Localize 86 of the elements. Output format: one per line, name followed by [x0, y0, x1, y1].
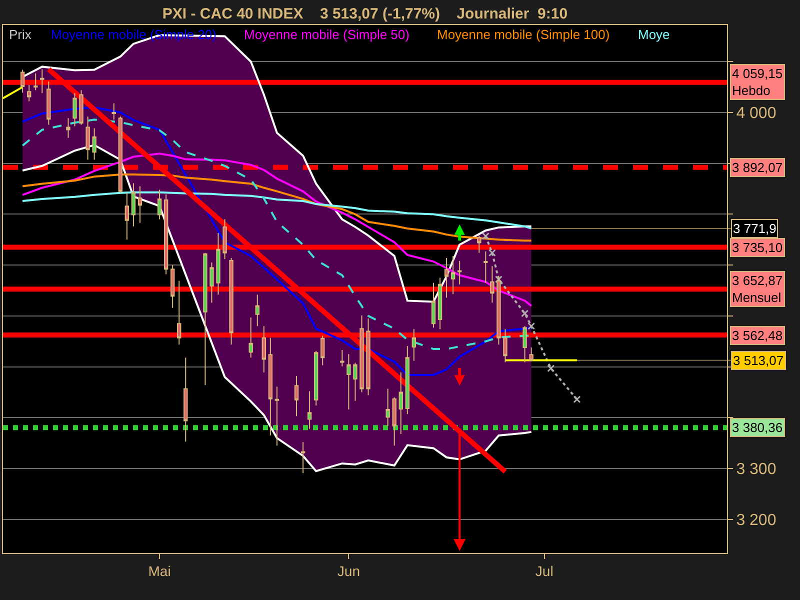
point [573, 396, 581, 404]
candlestick [26, 84, 32, 102]
candlestick [216, 232, 220, 296]
line-series [22, 191, 532, 230]
candlestick [177, 280, 182, 345]
y-tick-label: 4 000 [736, 105, 776, 122]
candlestick [79, 90, 84, 126]
candlestick [86, 116, 90, 160]
candlestick [274, 386, 280, 446]
candlestick [360, 314, 364, 393]
candlestick [294, 375, 299, 417]
candlestick [522, 326, 527, 363]
ref-line-label: 3 562,48 [732, 328, 783, 343]
candlestick [398, 372, 403, 434]
ref-line-label: 3 380,36 [732, 420, 783, 435]
candlestick [34, 72, 38, 91]
candlestick [412, 328, 416, 362]
candlestick [477, 235, 482, 254]
candlestick [405, 345, 410, 415]
candlestick [248, 316, 253, 358]
candlestick [138, 186, 142, 224]
text: Moye [638, 27, 670, 42]
candlestick [450, 255, 456, 295]
candlestick [314, 350, 318, 406]
chart-title: PXI - CAC 40 INDEX 3 513,07 (-1,77%) Journalier 9:10 [162, 5, 568, 22]
candlestick [203, 252, 208, 386]
text: Moyenne mobile (Simple 50) [244, 27, 410, 42]
candlestick [457, 260, 462, 285]
candlestick [262, 326, 266, 373]
ref-line-label: 3 652,87 Mensuel [732, 273, 783, 305]
line-series [22, 144, 532, 472]
candlestick [346, 354, 351, 410]
candlestick [307, 390, 312, 430]
candlestick [164, 194, 168, 275]
line-series [22, 174, 532, 242]
annotation: 3 771,9 [733, 221, 776, 236]
candlestick [72, 92, 77, 127]
candlestick [529, 347, 534, 362]
candlestick [366, 318, 370, 396]
candlestick [300, 442, 306, 474]
candlestick [484, 250, 488, 284]
text: Moyenne mobile (Simple 100) [437, 27, 610, 42]
y-tick-label: 3 200 [736, 512, 776, 530]
candlestick [112, 102, 116, 120]
x-tick-label: Jul [535, 562, 554, 579]
candlestick [490, 266, 494, 304]
candlestick [268, 337, 273, 436]
candlestick [255, 294, 260, 327]
candlestick [320, 335, 325, 366]
candlestick [392, 396, 396, 446]
candlestick [131, 182, 136, 227]
point [528, 322, 536, 330]
point [488, 249, 496, 257]
candlestick [184, 357, 188, 442]
candlestick [229, 257, 234, 345]
candlestick [20, 69, 25, 94]
candlestick [222, 218, 227, 260]
candlestick [46, 80, 51, 126]
candlestick [118, 116, 122, 194]
candlestick [386, 388, 390, 426]
point [521, 310, 529, 318]
x-tick-label: Mai [148, 562, 171, 579]
candlestick [444, 257, 449, 298]
candlestick [40, 68, 44, 94]
candlestick [66, 118, 70, 138]
candlestick [353, 362, 358, 402]
candlestick [210, 262, 214, 304]
candlestick [92, 128, 96, 160]
point [494, 276, 502, 284]
candlestick [431, 282, 436, 328]
candlestick [124, 192, 130, 240]
candlestick [170, 264, 175, 308]
candlestick [340, 350, 344, 367]
ref-line-label: 3 892,07 [732, 160, 783, 175]
point [482, 232, 490, 240]
candlestick [438, 277, 442, 330]
ref-line-label: 3 735,10 [732, 240, 783, 255]
text: Prix [9, 27, 32, 42]
candlestick [157, 189, 162, 220]
line-series [22, 152, 532, 307]
point [547, 364, 555, 372]
y-tick-label: 3 300 [736, 461, 776, 478]
x-tick-label: Jun [337, 562, 360, 579]
ref-line-label: 4 059,15 Hebdo [732, 66, 783, 98]
candlestick [503, 328, 508, 363]
annotation: 3 513,07 [733, 353, 784, 368]
